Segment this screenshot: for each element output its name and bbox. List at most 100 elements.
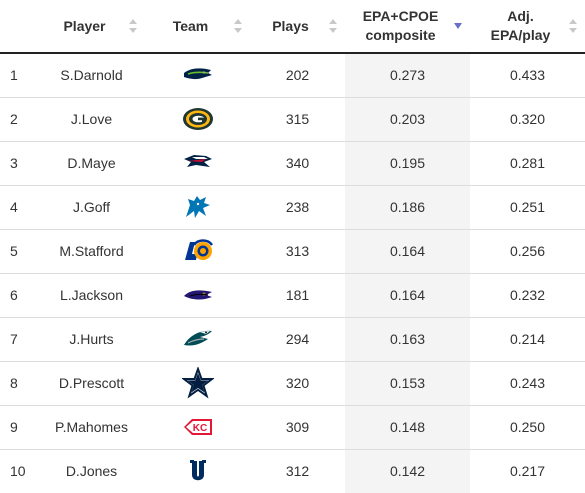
table-row: 3 D.Maye 340 0.195 0.281 (0, 140, 585, 185)
epa-cpoe-cell: 0.273 (345, 53, 470, 97)
player-cell: D.Prescott (38, 360, 145, 405)
epa-cpoe-cell: 0.164 (345, 228, 470, 273)
adj-epa-cell: 0.217 (470, 448, 585, 493)
adj-epa-header[interactable]: Adj. EPA/play (470, 0, 585, 54)
rank-cell: 7 (0, 316, 38, 361)
adj-epa-cell: 0.251 (470, 184, 585, 229)
chiefs-logo: KC (182, 411, 214, 443)
rank-cell: 1 (10, 67, 18, 84)
epa-header-line1: EPA+CPOE (362, 8, 439, 24)
adj-epa-cell: 0.250 (470, 404, 585, 449)
header-row: Player Team Plays EPA+CPOE composite Adj… (0, 0, 585, 54)
team-cell (145, 272, 250, 317)
epa-cpoe-header[interactable]: EPA+CPOE composite (345, 0, 470, 54)
player-cell: M.Stafford (38, 228, 145, 273)
adj-epa-cell: 0.281 (470, 140, 585, 185)
player-header[interactable]: Player (38, 0, 145, 54)
epa-cpoe-cell: 0.195 (345, 140, 470, 185)
adj-epa-cell: 0.214 (470, 316, 585, 361)
plays-cell: 312 (250, 448, 345, 493)
player-cell: L.Jackson (38, 272, 145, 317)
rank-cell: 10 (0, 448, 38, 493)
table-row: 5 M.Stafford 313 0.164 0.256 (0, 228, 585, 273)
table-row: 7 J.Hurts 294 0.163 0.214 (0, 316, 585, 361)
seahawks-logo (182, 59, 214, 91)
sort-icon[interactable] (569, 19, 577, 33)
rank-cell: 8 (0, 360, 38, 405)
patriots-logo (182, 147, 214, 179)
table-row: 1 S.Darnold 202 0.273 0.433 (0, 53, 585, 97)
epa-cpoe-cell: 0.203 (345, 96, 470, 141)
team-cell (145, 140, 250, 185)
epa-cpoe-cell: 0.186 (345, 184, 470, 229)
player-header-label: Player (63, 17, 106, 34)
table-row: 4 J.Goff 238 0.186 0.251 (0, 184, 585, 229)
rank-cell: 6 (0, 272, 38, 317)
epa-cpoe-cell: 0.142 (345, 448, 470, 493)
rank-cell: 5 (0, 228, 38, 273)
rank-header (0, 0, 38, 54)
packers-logo (182, 103, 214, 135)
colts-logo (182, 455, 214, 487)
adj-epa-cell: 0.256 (470, 228, 585, 273)
rank-cell: 3 (0, 140, 38, 185)
team-cell (145, 316, 250, 361)
player-cell: D.Maye (38, 140, 145, 185)
adj-epa-cell: 0.433 (509, 67, 546, 84)
plays-cell: 309 (250, 404, 345, 449)
plays-cell: 320 (250, 360, 345, 405)
table-row: 8 D.Prescott 320 0.153 0.243 (0, 360, 585, 405)
rank-cell: 9 (0, 404, 38, 449)
rams-logo (182, 235, 214, 267)
plays-cell: 294 (250, 316, 345, 361)
sort-icon[interactable] (234, 19, 242, 33)
rank-cell: 4 (0, 184, 38, 229)
plays-cell: 181 (250, 272, 345, 317)
svg-text:KC: KC (192, 423, 206, 434)
rank-cell: 2 (0, 96, 38, 141)
epa-cpoe-cell: 0.148 (345, 404, 470, 449)
team-header[interactable]: Team (145, 0, 250, 54)
plays-header-label: Plays (272, 17, 309, 34)
sort-icon[interactable] (329, 19, 337, 33)
player-cell: D.Jones (38, 448, 145, 493)
eagles-logo (182, 323, 214, 355)
player-cell: J.Hurts (38, 316, 145, 361)
table-row: 2 J.Love 315 0.203 0.320 (0, 96, 585, 141)
team-cell (145, 53, 250, 97)
player-cell: J.Goff (38, 184, 145, 229)
table-row: 6 L.Jackson 181 0.164 0.232 (0, 272, 585, 317)
epa-cpoe-cell: 0.164 (345, 272, 470, 317)
player-cell: J.Love (38, 96, 145, 141)
sort-descending-icon[interactable] (454, 19, 462, 33)
plays-cell: 313 (250, 228, 345, 273)
table-body: 1 S.Darnold 202 0.273 0.433 2 J.Love 315 0.203 0.… (0, 53, 585, 493)
player-cell: S.Darnold (60, 67, 123, 84)
team-header-label: Team (172, 17, 209, 34)
cowboys-logo (181, 367, 214, 399)
lions-logo (182, 191, 214, 223)
team-cell (145, 228, 250, 273)
plays-cell: 202 (285, 67, 310, 84)
team-cell (145, 96, 250, 141)
adj-header-line2: EPA/play (490, 27, 551, 43)
plays-cell: 315 (250, 96, 345, 141)
plays-cell: 340 (250, 140, 345, 185)
team-cell (145, 184, 250, 229)
team-cell (145, 448, 250, 493)
sort-icon[interactable] (129, 19, 137, 33)
plays-header[interactable]: Plays (250, 0, 345, 54)
adj-header-line1: Adj. (507, 8, 534, 24)
table-row: 9 P.Mahomes KC 309 0.148 0.250 (0, 404, 585, 449)
plays-cell: 238 (250, 184, 345, 229)
table-row: 10 D.Jones 312 0.142 0.217 (0, 448, 585, 493)
ravens-logo (182, 279, 214, 311)
adj-epa-cell: 0.320 (470, 96, 585, 141)
epa-header-line2: composite (365, 27, 436, 43)
epa-cpoe-cell: 0.153 (345, 360, 470, 405)
team-cell (145, 360, 250, 405)
team-cell: KC (145, 404, 250, 449)
adj-epa-cell: 0.243 (470, 360, 585, 405)
player-cell: P.Mahomes (38, 404, 145, 449)
